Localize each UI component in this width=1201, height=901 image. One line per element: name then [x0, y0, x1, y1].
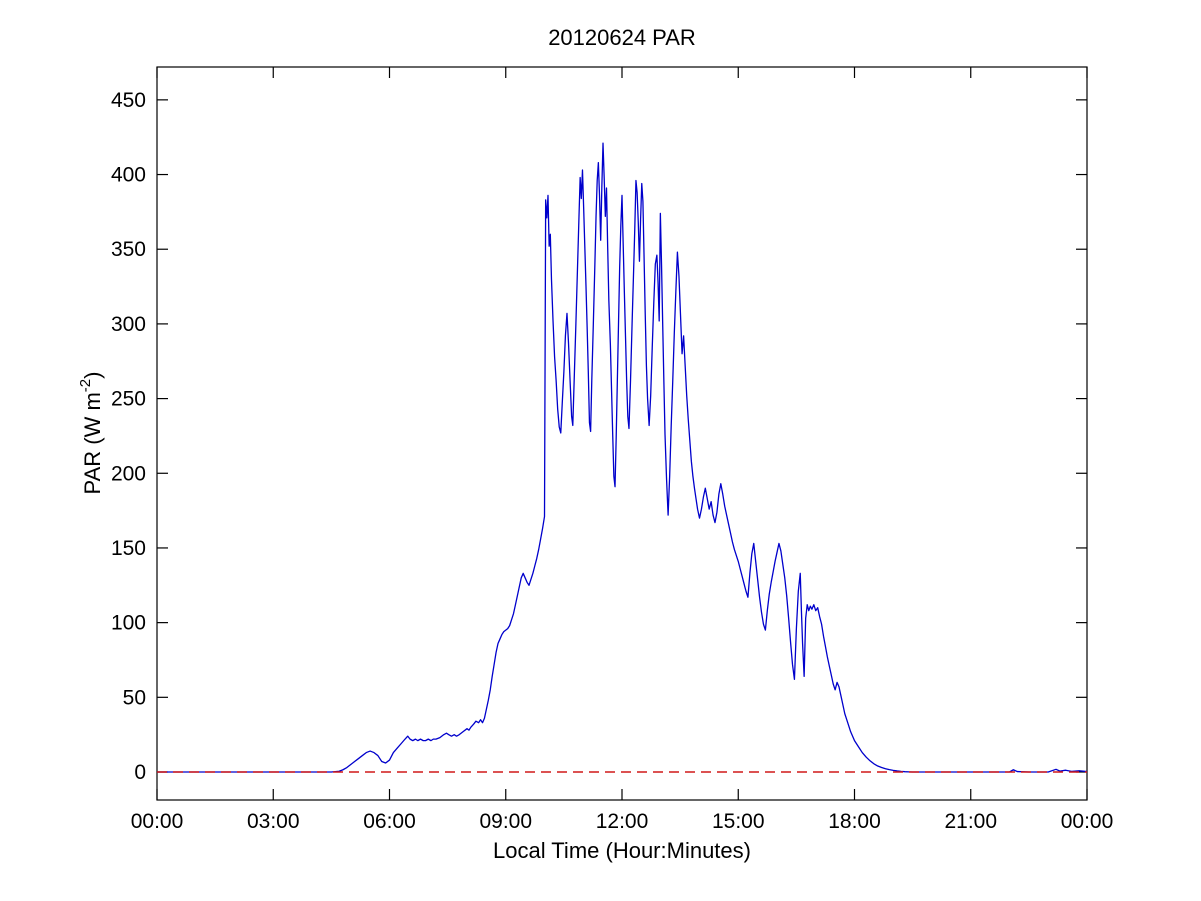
- x-tick-label: 12:00: [596, 810, 649, 833]
- axes-box: [156, 66, 1088, 801]
- x-tick-label: 21:00: [944, 810, 997, 833]
- y-tick-label: 450: [111, 89, 146, 112]
- x-tick-label: 09:00: [479, 810, 532, 833]
- x-tick-label: 00:00: [1061, 810, 1114, 833]
- y-axis-title-main: PAR (W m: [80, 392, 105, 494]
- y-tick-label: 350: [111, 238, 146, 261]
- x-tick-label: 00:00: [131, 810, 184, 833]
- chart-title: 20120624 PAR: [548, 25, 696, 50]
- y-tick-label: 300: [111, 313, 146, 336]
- x-tick-label: 15:00: [712, 810, 765, 833]
- x-tick-label: 03:00: [247, 810, 300, 833]
- y-axis-title: PAR (W m-2): [77, 372, 105, 495]
- y-tick-label: 400: [111, 164, 146, 187]
- tick-marks-layer: [156, 67, 1088, 800]
- y-tick-label: 0: [134, 761, 146, 784]
- data-series-layer: [157, 142, 1088, 773]
- par-data-line: [157, 142, 1088, 773]
- tick-labels-layer: 00:00 03:00 06:00 09:00 12:00 15:00 18:00 21:00…: [111, 89, 1113, 833]
- x-axis-title: Local Time (Hour:Minutes): [493, 838, 751, 863]
- x-tick-label: 06:00: [363, 810, 416, 833]
- x-tick-label: 18:00: [828, 810, 881, 833]
- y-tick-label: 150: [111, 537, 146, 560]
- y-tick-label: 250: [111, 388, 146, 411]
- y-tick-label: 50: [123, 686, 146, 709]
- y-axis-title-superscript: -2: [77, 379, 94, 392]
- y-tick-label: 200: [111, 462, 146, 485]
- y-tick-label: 100: [111, 612, 146, 635]
- y-axis-title-close: ): [80, 372, 105, 379]
